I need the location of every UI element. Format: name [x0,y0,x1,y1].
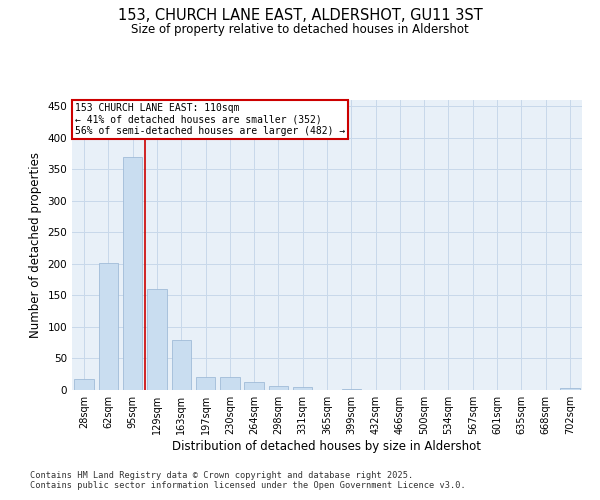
Bar [269,386,288,390]
Y-axis label: Number of detached properties: Number of detached properties [29,152,42,338]
Bar [123,156,142,390]
Bar [74,378,94,390]
Bar [196,378,215,390]
Text: Contains HM Land Registry data © Crown copyright and database right 2025.
Contai: Contains HM Land Registry data © Crown c… [30,470,466,490]
Bar [220,378,239,390]
Text: Size of property relative to detached houses in Aldershot: Size of property relative to detached ho… [131,22,469,36]
Bar [99,262,118,390]
Text: 153, CHURCH LANE EAST, ALDERSHOT, GU11 3ST: 153, CHURCH LANE EAST, ALDERSHOT, GU11 3… [118,8,482,22]
X-axis label: Distribution of detached houses by size in Aldershot: Distribution of detached houses by size … [173,440,482,453]
Bar [172,340,191,390]
Bar [293,388,313,390]
Bar [244,382,264,390]
Bar [560,388,580,390]
Text: 153 CHURCH LANE EAST: 110sqm
← 41% of detached houses are smaller (352)
56% of s: 153 CHURCH LANE EAST: 110sqm ← 41% of de… [74,103,345,136]
Bar [147,289,167,390]
